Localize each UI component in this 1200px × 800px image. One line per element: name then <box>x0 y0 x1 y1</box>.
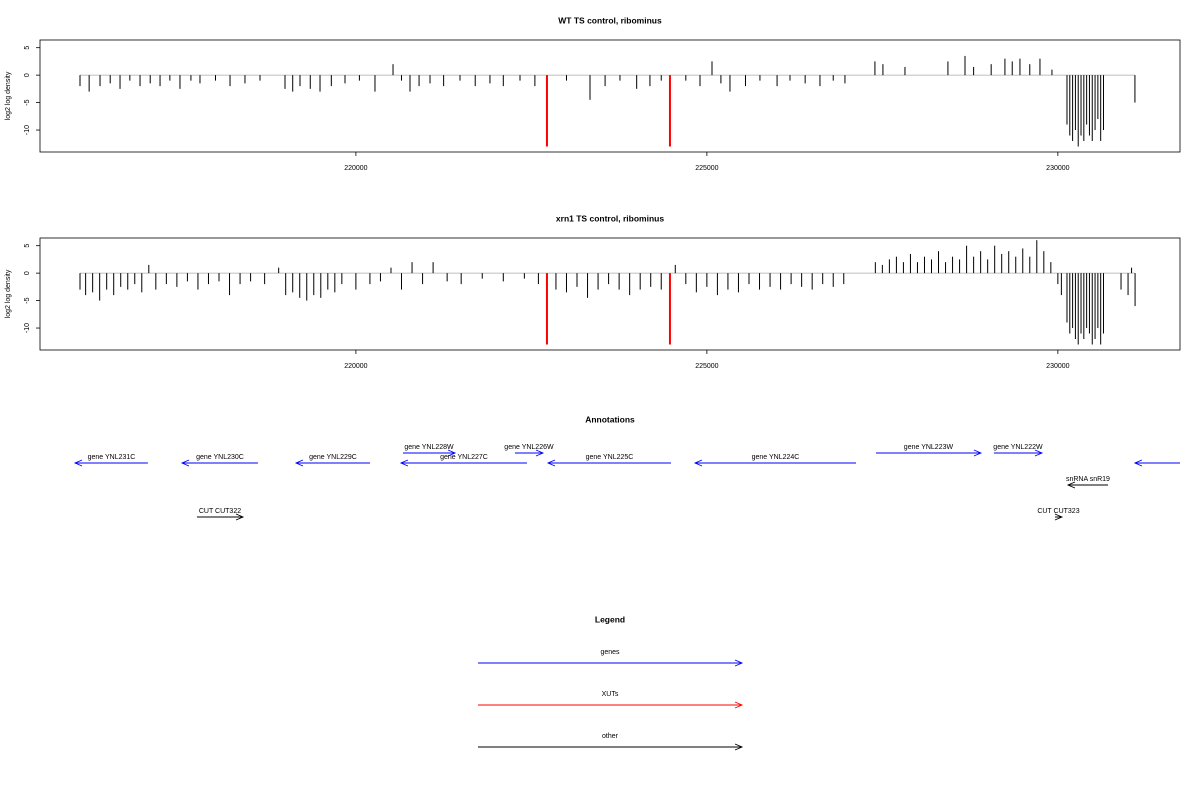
feature-label: gene YNL231C <box>88 454 136 461</box>
feature-label: gene YNL228W <box>404 444 454 451</box>
x-tick-label: 220000 <box>344 363 367 370</box>
feature-arrow <box>693 459 856 467</box>
feature-arrow <box>399 459 527 467</box>
feature-arrow <box>196 513 245 521</box>
feature-label: gene YNL227C <box>440 454 488 461</box>
y-tick-label: -10 <box>24 323 31 333</box>
feature-label: gene YNL222W <box>993 444 1043 451</box>
chart-title: WT TS control, ribominus <box>558 15 662 25</box>
x-tick-label: 225000 <box>695 363 718 370</box>
legend-arrow <box>478 743 744 751</box>
feature-label: gene YNL225C <box>586 454 634 461</box>
y-tick-label: -5 <box>24 99 31 105</box>
feature-arrow <box>294 459 370 467</box>
x-tick-label: 230000 <box>1046 165 1069 172</box>
legend-label: genes <box>600 649 620 656</box>
feature-label: gene YNL223W <box>904 444 954 451</box>
y-axis-label: log2 log density <box>5 269 12 318</box>
x-tick-label: 220000 <box>344 165 367 172</box>
legend-title: Legend <box>595 614 625 624</box>
feature-arrow <box>1054 513 1064 521</box>
feature-label: snRNA snR19 <box>1066 476 1110 483</box>
feature-label: gene YNL224C <box>752 454 800 461</box>
feature-arrow <box>875 449 983 457</box>
feature-arrow <box>73 459 148 467</box>
feature-label: CUT CUT323 <box>1037 508 1079 515</box>
y-tick-label: 5 <box>24 46 31 50</box>
feature-label: gene YNL230C <box>196 454 244 461</box>
feature-label: CUT CUT322 <box>199 508 241 515</box>
y-tick-label: -5 <box>24 297 31 303</box>
feature-arrow <box>546 459 672 467</box>
feature-label: gene YNL229C <box>309 454 357 461</box>
chart-title: Annotations <box>585 414 635 424</box>
legend-label: other <box>602 733 619 740</box>
y-tick-label: 0 <box>24 73 31 77</box>
feature-arrow <box>1133 459 1180 467</box>
y-tick-label: 5 <box>24 244 31 248</box>
plot-frame <box>39 237 1181 351</box>
y-tick-label: 0 <box>24 271 31 275</box>
chart-title: xrn1 TS control, ribominus <box>556 213 664 223</box>
y-axis-label: log2 log density <box>5 71 12 120</box>
feature-arrow <box>180 459 258 467</box>
plot-frame <box>39 39 1181 153</box>
x-tick-label: 230000 <box>1046 363 1069 370</box>
feature-arrow <box>993 449 1044 457</box>
legend-arrow <box>478 659 744 667</box>
feature-label: gene YNL226W <box>504 444 554 451</box>
legend-arrow <box>478 701 744 709</box>
x-tick-label: 225000 <box>695 165 718 172</box>
feature-arrow <box>402 449 457 457</box>
legend-label: XUTs <box>602 691 619 698</box>
feature-arrow <box>1066 481 1108 489</box>
y-tick-label: -10 <box>24 125 31 135</box>
feature-arrow <box>514 449 545 457</box>
